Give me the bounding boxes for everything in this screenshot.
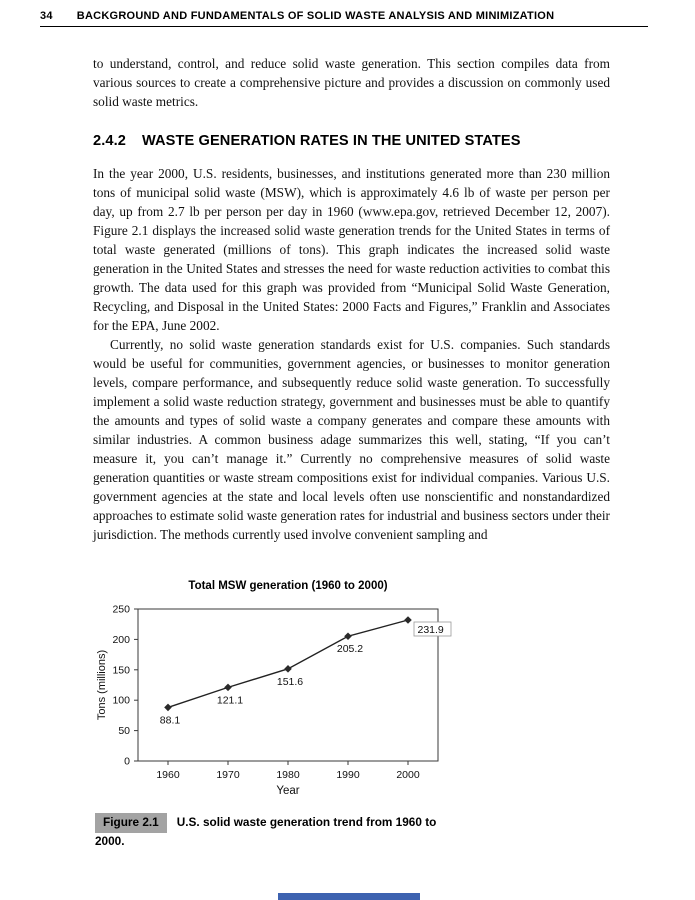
body-paragraph-2: Currently, no solid waste generation sta…	[93, 337, 610, 542]
svg-text:1980: 1980	[276, 769, 300, 781]
svg-text:1970: 1970	[216, 769, 240, 781]
msw-chart-svg: 0 50 100 150 200 250 1960 1970 1980 1990 2000 88.1 1…	[96, 604, 452, 797]
svg-text:150: 150	[112, 664, 130, 676]
intro-paragraph: to understand, control, and reduce solid…	[93, 56, 610, 109]
svg-text:2000: 2000	[396, 769, 420, 781]
svg-text:Tons (millions): Tons (millions)	[96, 650, 108, 720]
section-heading: 2.4.2 WASTE GENERATION RATES IN THE UNIT…	[93, 132, 610, 151]
figure-2-1: Total MSW generation (1960 to 2000) 0 50 1…	[93, 577, 493, 850]
running-header: 34 BACKGROUND AND FUNDAMENTALS OF SOLID …	[40, 10, 648, 27]
svg-text:50: 50	[118, 725, 130, 737]
figure-caption: Figure 2.1 U.S. solid waste generation tr…	[95, 813, 447, 850]
running-header-title: BACKGROUND AND FUNDAMENTALS OF SOLID WAS…	[76, 10, 555, 22]
figure-caption-text: U.S. solid waste generation trend from 1…	[95, 815, 437, 848]
svg-text:100: 100	[112, 695, 130, 707]
page-number: 34	[40, 10, 53, 22]
page-content: to understand, control, and reduce solid…	[93, 54, 610, 850]
bottom-blue-strip	[278, 893, 420, 900]
section-title: WASTE GENERATION RATES IN THE UNITED STA…	[141, 133, 521, 149]
svg-text:0: 0	[124, 756, 130, 768]
svg-text:1990: 1990	[336, 769, 360, 781]
svg-text:250: 250	[112, 604, 130, 616]
svg-text:88.1: 88.1	[160, 714, 181, 726]
svg-text:151.6: 151.6	[277, 676, 303, 688]
svg-text:231.9: 231.9	[418, 624, 444, 636]
svg-text:Year: Year	[276, 785, 299, 797]
section-number: 2.4.2	[93, 133, 126, 149]
figure-label: Figure 2.1	[95, 813, 167, 833]
svg-text:1960: 1960	[156, 769, 180, 781]
body-paragraph-1: In the year 2000, U.S. residents, busine…	[93, 166, 610, 333]
svg-text:121.1: 121.1	[217, 694, 243, 706]
svg-text:205.2: 205.2	[337, 643, 363, 655]
svg-text:200: 200	[112, 634, 130, 646]
chart-title: Total MSW generation (1960 to 2000)	[188, 580, 388, 592]
